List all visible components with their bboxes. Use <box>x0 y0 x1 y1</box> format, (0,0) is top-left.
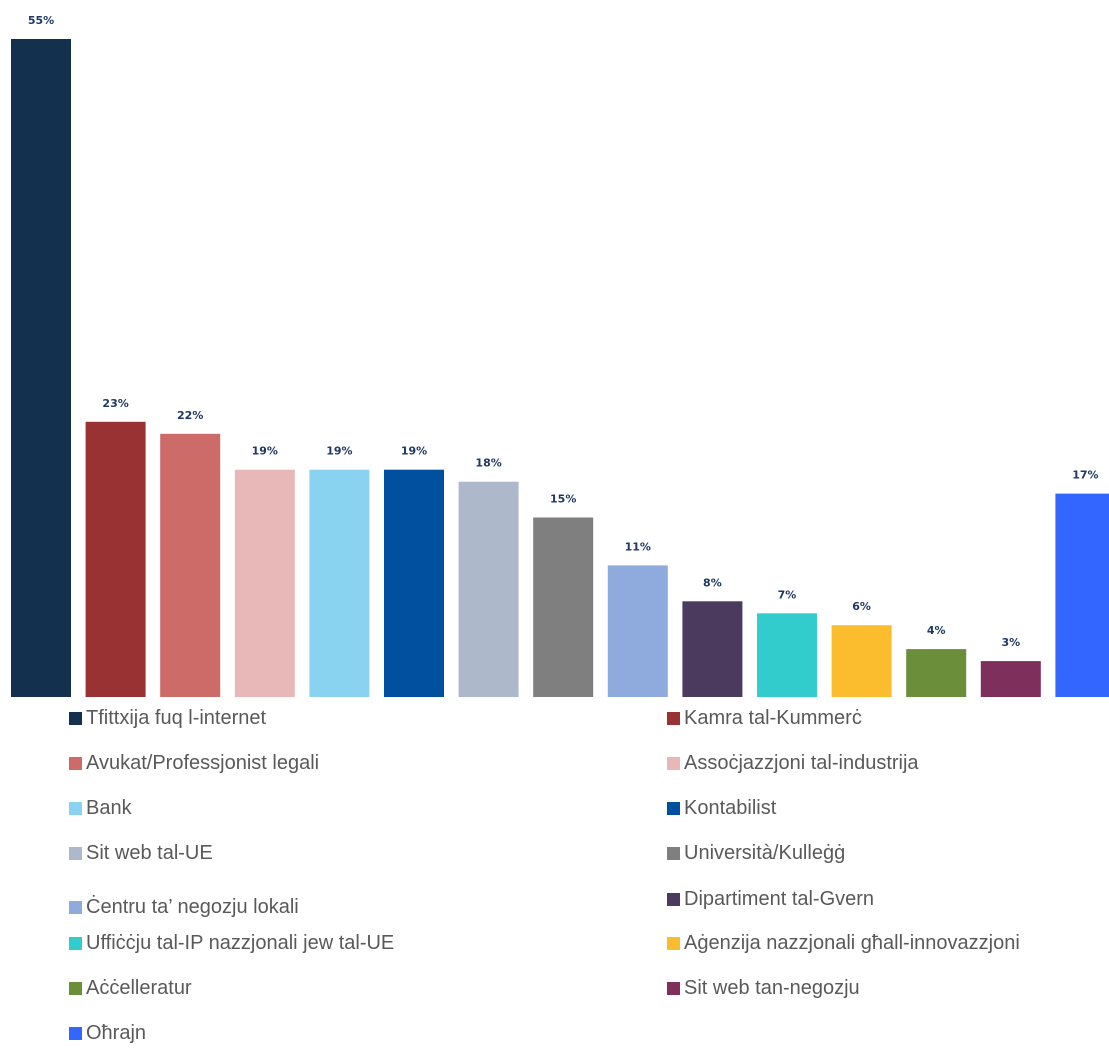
legend-label: Sit web tan-negozju <box>684 977 860 999</box>
legend-label: Bank <box>86 797 132 819</box>
bar-value-label: 15% <box>550 493 576 506</box>
legend-label: Sit web tal-UE <box>86 842 213 864</box>
bar-9 <box>682 601 743 697</box>
legend-item: Aċċelleratur <box>69 977 192 1000</box>
bar-value-label: 4% <box>927 624 946 637</box>
legend-swatch <box>69 937 82 950</box>
legend-label: Oħrajn <box>86 1022 147 1044</box>
legend-item: Sit web tal-UE <box>69 842 213 865</box>
bar-6 <box>458 481 519 697</box>
legend-label: Kamra tal-Kummerċ <box>684 707 862 729</box>
bar-7 <box>533 517 594 697</box>
bar-value-label: 22% <box>177 409 203 422</box>
bar-1 <box>85 421 146 697</box>
bar-2 <box>160 433 221 697</box>
bar-value-label: 7% <box>778 588 797 601</box>
bar-value-label: 18% <box>475 457 501 470</box>
legend-label: Ċentru ta’ negozju lokali <box>86 896 299 918</box>
legend-item: Avukat/Professjonist legali <box>69 752 319 775</box>
legend-swatch <box>69 982 82 995</box>
bar-12 <box>906 649 967 697</box>
legend-item: Dipartiment tal-Gvern <box>667 888 874 911</box>
bar-14 <box>1055 493 1109 697</box>
bar-value-label: 17% <box>1072 469 1098 482</box>
bar-3 <box>234 469 295 697</box>
bar-4 <box>309 469 370 697</box>
legend-label: Aġenzija nazzjonali għall-innovazzjoni <box>684 932 1020 954</box>
bar-13 <box>980 661 1041 697</box>
bar-8 <box>607 565 668 697</box>
legend-item: Uffiċċju tal-IP nazzjonali jew tal-UE <box>69 932 394 955</box>
legend-swatch <box>69 847 82 860</box>
legend-item: Kontabilist <box>667 797 776 820</box>
legend-item: Sit web tan-negozju <box>667 977 860 1000</box>
legend-swatch <box>69 712 82 725</box>
bar-value-label: 23% <box>102 397 128 410</box>
bar-11 <box>831 625 892 697</box>
legend-swatch <box>667 937 680 950</box>
legend-item: Oħrajn <box>69 1022 146 1045</box>
legend-item: Tfittxija fuq l-internet <box>69 707 266 730</box>
legend-item: Assoċjazzjoni tal-industrija <box>667 752 919 775</box>
bar-value-label: 19% <box>326 445 352 458</box>
legend-swatch <box>69 802 82 815</box>
bar-value-label: 6% <box>852 600 871 613</box>
legend-item: Università/Kulleġġ <box>667 842 845 865</box>
legend-swatch <box>69 1027 82 1040</box>
legend-swatch <box>667 712 680 725</box>
legend-swatch <box>667 982 680 995</box>
legend-swatch <box>69 901 82 914</box>
legend-label: Uffiċċju tal-IP nazzjonali jew tal-UE <box>86 932 395 954</box>
legend-item: Bank <box>69 797 132 820</box>
bar-value-label: 55% <box>28 14 54 27</box>
legend-swatch <box>667 847 680 860</box>
bar-value-label: 3% <box>1001 636 1020 649</box>
bar-10 <box>757 613 817 697</box>
legend-item: Aġenzija nazzjonali għall-innovazzjoni <box>667 932 1020 955</box>
bar-value-label: 8% <box>703 576 722 589</box>
bar-value-label: 19% <box>252 445 278 458</box>
bar-chart: 55% 23% 22% 19% 19% 19% 18% 15% 11% 8% 7% 6% 4% 3% 17% <box>11 14 1109 697</box>
bar-5 <box>384 469 444 697</box>
legend-label: Avukat/Professjonist legali <box>86 752 320 774</box>
bar-value-label: 11% <box>625 540 651 553</box>
legend-label: Aċċelleratur <box>86 977 192 999</box>
legend-label: Assoċjazzjoni tal-industrija <box>684 752 919 774</box>
legend-swatch <box>667 893 680 906</box>
legend-swatch <box>667 757 680 770</box>
legend-swatch <box>667 802 680 815</box>
legend-label: Università/Kulleġġ <box>684 842 846 864</box>
legend-item: Ċentru ta’ negozju lokali <box>69 896 299 919</box>
legend-item: Kamra tal-Kummerċ <box>667 707 862 730</box>
legend-swatch <box>69 757 82 770</box>
legend-label: Dipartiment tal-Gvern <box>684 888 875 910</box>
legend-label: Tfittxija fuq l-internet <box>86 707 267 729</box>
bar-value-label: 19% <box>401 445 427 458</box>
bar-0 <box>11 39 71 697</box>
legend-label: Kontabilist <box>684 797 777 819</box>
